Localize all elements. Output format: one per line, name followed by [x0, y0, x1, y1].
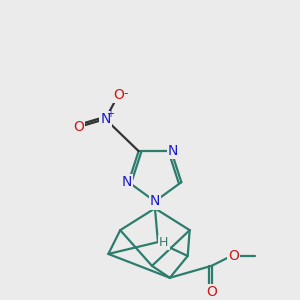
Text: O: O	[206, 285, 217, 299]
Text: N: N	[122, 175, 132, 189]
Text: H: H	[159, 236, 169, 249]
Text: O: O	[228, 249, 239, 263]
Text: +: +	[106, 109, 114, 119]
Text: O: O	[73, 120, 84, 134]
Text: N: N	[100, 112, 110, 126]
Text: N: N	[168, 144, 178, 158]
Text: -: -	[123, 87, 127, 100]
Text: O: O	[113, 88, 124, 102]
Text: N: N	[150, 194, 160, 208]
